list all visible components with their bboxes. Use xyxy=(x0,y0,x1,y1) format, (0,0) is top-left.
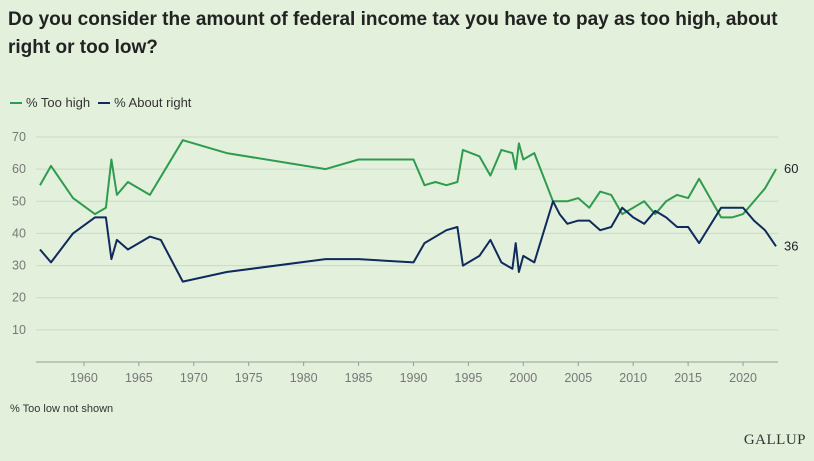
x-tick-label-2000: 2000 xyxy=(509,371,537,385)
y-tick-label-30: 30 xyxy=(12,259,26,273)
end-label-about-right: 36 xyxy=(784,238,798,253)
y-tick-label-60: 60 xyxy=(12,162,26,176)
x-tick-label-1995: 1995 xyxy=(455,371,483,385)
x-tick-label-1985: 1985 xyxy=(345,371,373,385)
y-tick-label-20: 20 xyxy=(12,291,26,305)
y-tick-label-50: 50 xyxy=(12,194,26,208)
x-tick-label-1990: 1990 xyxy=(400,371,428,385)
y-tick-label-70: 70 xyxy=(12,130,26,144)
series-line-too-high xyxy=(39,139,777,219)
legend-label-too-high: % Too high xyxy=(26,95,91,110)
chart-legend: % Too high % About right xyxy=(10,95,191,110)
footnote: % Too low not shown xyxy=(10,403,114,415)
x-tick-label-1965: 1965 xyxy=(125,371,153,385)
legend-swatch-too-high xyxy=(10,101,22,104)
y-tick-label-40: 40 xyxy=(12,226,26,240)
y-tick-label-10: 10 xyxy=(12,323,26,337)
gallup-logo: GALLUP xyxy=(743,432,806,448)
legend-swatch-about-right xyxy=(98,101,111,104)
end-label-too-high: 60 xyxy=(784,161,798,176)
x-tick-label-1970: 1970 xyxy=(180,371,208,385)
x-tick-label-2015: 2015 xyxy=(674,371,702,385)
legend-label-about-right: % About right xyxy=(114,95,192,110)
x-tick-label-2010: 2010 xyxy=(619,371,647,385)
series-line-about-right xyxy=(39,200,777,283)
x-tick-label-2005: 2005 xyxy=(564,371,592,385)
line-chart: 10 20 30 40 50 60 70 1960 1965 1970 1975 1980 1985 19… xyxy=(12,130,798,385)
x-tick-label-1975: 1975 xyxy=(235,371,263,385)
legend-item-too-high: % Too high xyxy=(10,95,90,110)
legend-item-about-right: % About right xyxy=(98,95,191,110)
x-tick-label-1980: 1980 xyxy=(290,371,318,385)
x-tick-label-1960: 1960 xyxy=(70,371,98,385)
chart-title: Do you consider the amount of federal in… xyxy=(8,9,778,58)
x-tick-label-2020: 2020 xyxy=(729,371,757,385)
